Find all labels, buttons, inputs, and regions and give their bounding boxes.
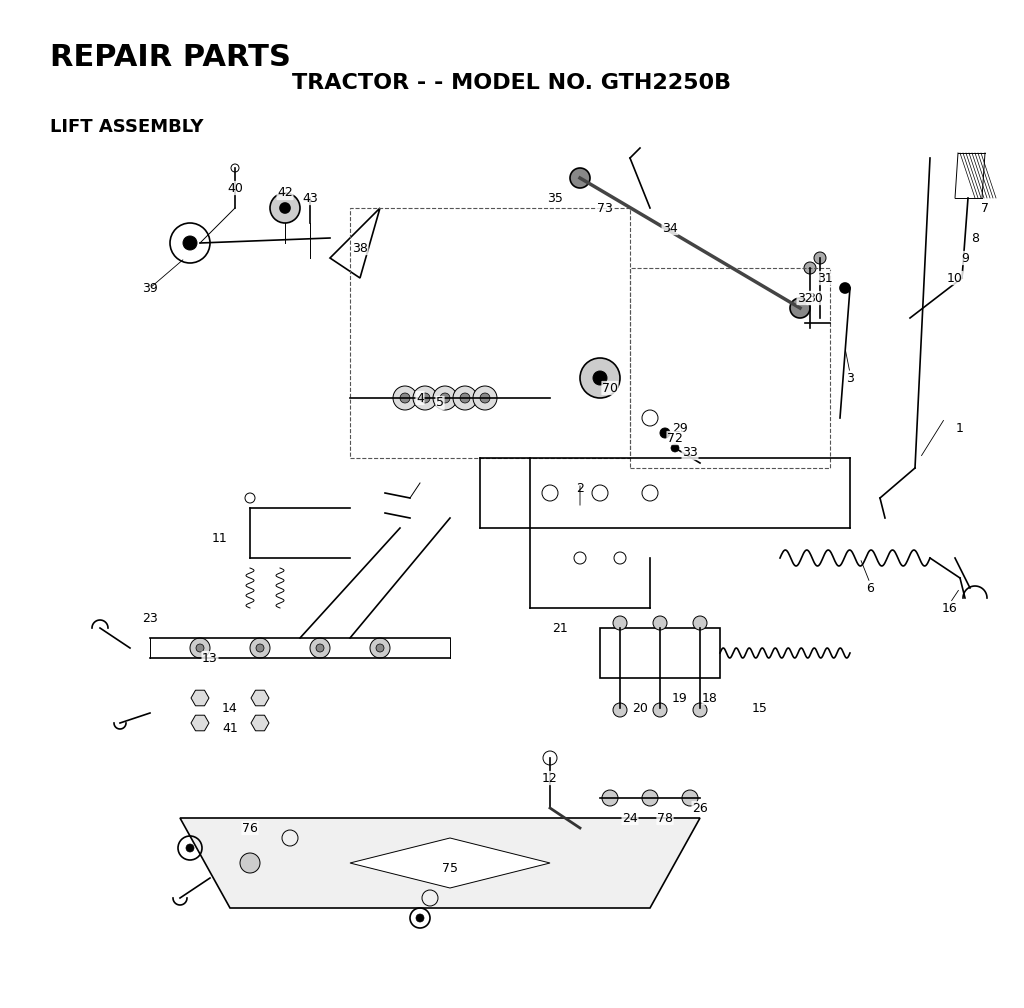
Circle shape (190, 638, 210, 658)
Circle shape (183, 236, 197, 250)
Circle shape (613, 616, 627, 630)
Text: REPAIR PARTS: REPAIR PARTS (50, 43, 291, 72)
Text: 8: 8 (971, 232, 979, 245)
Circle shape (814, 252, 826, 264)
Circle shape (413, 386, 437, 410)
Text: TRACTOR - - MODEL NO. GTH2250B: TRACTOR - - MODEL NO. GTH2250B (293, 73, 731, 93)
Circle shape (240, 853, 260, 873)
Circle shape (593, 371, 607, 385)
Circle shape (393, 386, 417, 410)
Circle shape (270, 193, 300, 223)
Text: 12: 12 (542, 771, 558, 784)
Circle shape (196, 644, 204, 652)
Text: 41: 41 (222, 722, 238, 735)
Bar (630, 268, 830, 468)
Circle shape (250, 638, 270, 658)
Polygon shape (191, 716, 209, 731)
Polygon shape (251, 690, 269, 706)
Text: 73: 73 (597, 202, 613, 215)
Text: 5: 5 (436, 396, 444, 409)
Text: 18: 18 (702, 691, 718, 705)
Circle shape (280, 203, 290, 213)
Text: 26: 26 (692, 801, 708, 814)
Circle shape (671, 444, 679, 452)
Text: 33: 33 (682, 447, 698, 460)
Circle shape (660, 428, 670, 438)
Polygon shape (350, 838, 550, 888)
Circle shape (416, 914, 424, 922)
Circle shape (433, 386, 457, 410)
Text: 38: 38 (352, 242, 368, 254)
Text: 34: 34 (663, 222, 678, 235)
Circle shape (602, 790, 618, 806)
Circle shape (473, 386, 497, 410)
Polygon shape (191, 690, 209, 706)
Text: 9: 9 (962, 252, 969, 264)
Text: 7: 7 (981, 202, 989, 215)
Circle shape (613, 703, 627, 717)
Text: 43: 43 (302, 192, 317, 205)
Circle shape (642, 790, 658, 806)
Text: 42: 42 (278, 186, 293, 200)
Circle shape (693, 616, 707, 630)
Bar (350, 208, 630, 458)
Text: 39: 39 (142, 281, 158, 294)
Circle shape (653, 703, 667, 717)
Text: 40: 40 (227, 181, 243, 195)
Circle shape (804, 262, 816, 274)
Circle shape (370, 638, 390, 658)
Circle shape (693, 703, 707, 717)
Polygon shape (180, 818, 700, 908)
Circle shape (653, 616, 667, 630)
Circle shape (400, 393, 410, 403)
Circle shape (256, 644, 264, 652)
Text: 35: 35 (547, 192, 563, 205)
Circle shape (460, 393, 470, 403)
Text: 13: 13 (202, 651, 218, 664)
Circle shape (790, 298, 810, 318)
Circle shape (310, 638, 330, 658)
Text: 72: 72 (667, 431, 683, 445)
Circle shape (316, 644, 324, 652)
Polygon shape (251, 716, 269, 731)
Text: 4: 4 (416, 391, 424, 404)
Circle shape (420, 393, 430, 403)
Text: 29: 29 (672, 421, 688, 434)
Text: 15: 15 (752, 702, 768, 715)
Circle shape (840, 283, 850, 293)
Circle shape (682, 790, 698, 806)
Text: 16: 16 (942, 602, 957, 615)
Text: 76: 76 (242, 822, 258, 835)
Circle shape (440, 393, 450, 403)
Text: 75: 75 (442, 862, 458, 875)
Text: 70: 70 (602, 381, 618, 394)
Text: 10: 10 (947, 271, 963, 284)
Text: 3: 3 (846, 372, 854, 384)
Text: 30: 30 (807, 291, 823, 304)
Text: 1: 1 (956, 421, 964, 434)
Text: 14: 14 (222, 702, 238, 715)
Text: 20: 20 (632, 702, 648, 715)
Text: 21: 21 (552, 622, 568, 634)
Text: 2: 2 (577, 482, 584, 495)
Circle shape (570, 168, 590, 188)
Text: 31: 31 (817, 271, 833, 284)
Text: 24: 24 (623, 811, 638, 825)
Circle shape (453, 386, 477, 410)
Bar (600, 628, 720, 678)
Circle shape (580, 358, 620, 398)
Text: 6: 6 (866, 582, 873, 595)
Text: LIFT ASSEMBLY: LIFT ASSEMBLY (50, 118, 204, 136)
Circle shape (186, 844, 194, 852)
Text: 11: 11 (212, 531, 228, 544)
Text: 19: 19 (672, 691, 688, 705)
Circle shape (376, 644, 384, 652)
Text: 78: 78 (657, 811, 673, 825)
Text: 32: 32 (797, 291, 813, 304)
Text: 23: 23 (142, 612, 158, 625)
Circle shape (480, 393, 490, 403)
